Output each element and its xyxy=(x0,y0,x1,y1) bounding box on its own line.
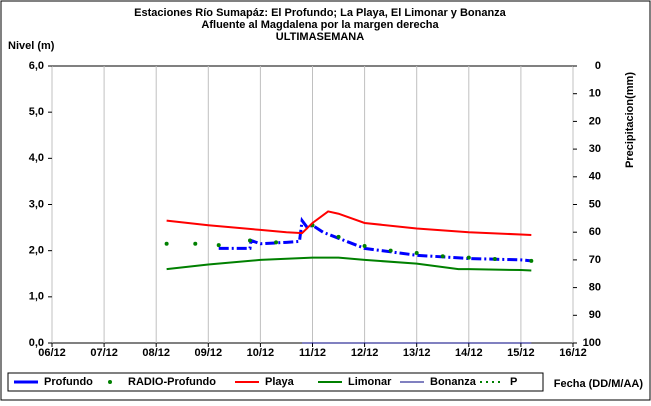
data-point xyxy=(388,248,393,253)
data-point xyxy=(440,254,445,259)
data-point xyxy=(414,250,419,255)
data-point xyxy=(247,238,252,243)
x-tick-label: 15/12 xyxy=(507,347,535,359)
y-tick-label: 4,0 xyxy=(29,152,44,164)
y2-tick-label: 30 xyxy=(589,143,601,155)
y2-axis-label: Precipitacion(mm) xyxy=(624,72,636,168)
x-tick-label: 11/12 xyxy=(299,347,326,359)
y-tick-label: 1,0 xyxy=(29,291,44,303)
x-tick-label: 13/12 xyxy=(403,347,431,359)
data-point xyxy=(164,241,169,246)
data-point xyxy=(362,244,367,249)
y2-tick-label: 20 xyxy=(589,115,601,127)
y-tick-label: 3,0 xyxy=(29,198,44,210)
legend-label: Playa xyxy=(265,376,295,388)
x-tick-label: 06/12 xyxy=(38,347,66,359)
data-point xyxy=(529,258,534,263)
chart-title: Estaciones Río Sumapáz: El Profundo; La … xyxy=(134,7,507,19)
data-point xyxy=(274,240,279,245)
x-tick-label: 12/12 xyxy=(351,347,379,359)
data-point xyxy=(216,243,221,248)
data-point xyxy=(492,256,497,261)
y2-tick-label: 0 xyxy=(595,60,601,72)
legend-swatch xyxy=(108,380,112,384)
chart-title: Afluente al Magdalena por la margen dere… xyxy=(201,19,439,31)
data-point xyxy=(193,241,198,246)
legend-label: P xyxy=(510,376,517,388)
data-point xyxy=(466,255,471,260)
y2-tick-label: 80 xyxy=(589,282,601,294)
x-tick-label: 07/12 xyxy=(90,347,118,359)
y2-tick-label: 90 xyxy=(589,309,601,321)
y-tick-label: 6,0 xyxy=(29,60,44,72)
legend-label: RADIO-Profundo xyxy=(128,376,216,388)
x-tick-label: 09/12 xyxy=(195,347,223,359)
y2-tick-label: 50 xyxy=(589,198,601,210)
legend-label: Profundo xyxy=(44,376,93,388)
x-tick-label: 14/12 xyxy=(455,347,483,359)
y2-tick-label: 100 xyxy=(583,337,601,349)
data-point xyxy=(336,234,341,239)
y2-tick-label: 60 xyxy=(589,226,601,238)
y2-tick-label: 40 xyxy=(589,171,601,183)
x-tick-label: 16/12 xyxy=(559,347,587,359)
y2-tick-label: 10 xyxy=(589,88,601,100)
y-tick-label: 5,0 xyxy=(29,106,44,118)
y2-tick-label: 70 xyxy=(589,254,601,266)
legend-label: Bonanza xyxy=(430,376,477,388)
legend-label: Limonar xyxy=(348,376,392,388)
line-series xyxy=(166,256,532,272)
chart-title: ULTIMASEMANA xyxy=(276,31,364,43)
x-tick-label: 08/12 xyxy=(142,347,170,359)
line-series xyxy=(166,210,532,236)
y-tick-label: 2,0 xyxy=(29,245,44,257)
x-axis-label: Fecha (DD/M/AA) xyxy=(554,378,644,390)
y-axis-label: Nivel (m) xyxy=(8,40,55,52)
y-tick-label: 0,0 xyxy=(29,337,44,349)
legend-box xyxy=(7,372,544,392)
x-tick-label: 10/12 xyxy=(247,347,275,359)
